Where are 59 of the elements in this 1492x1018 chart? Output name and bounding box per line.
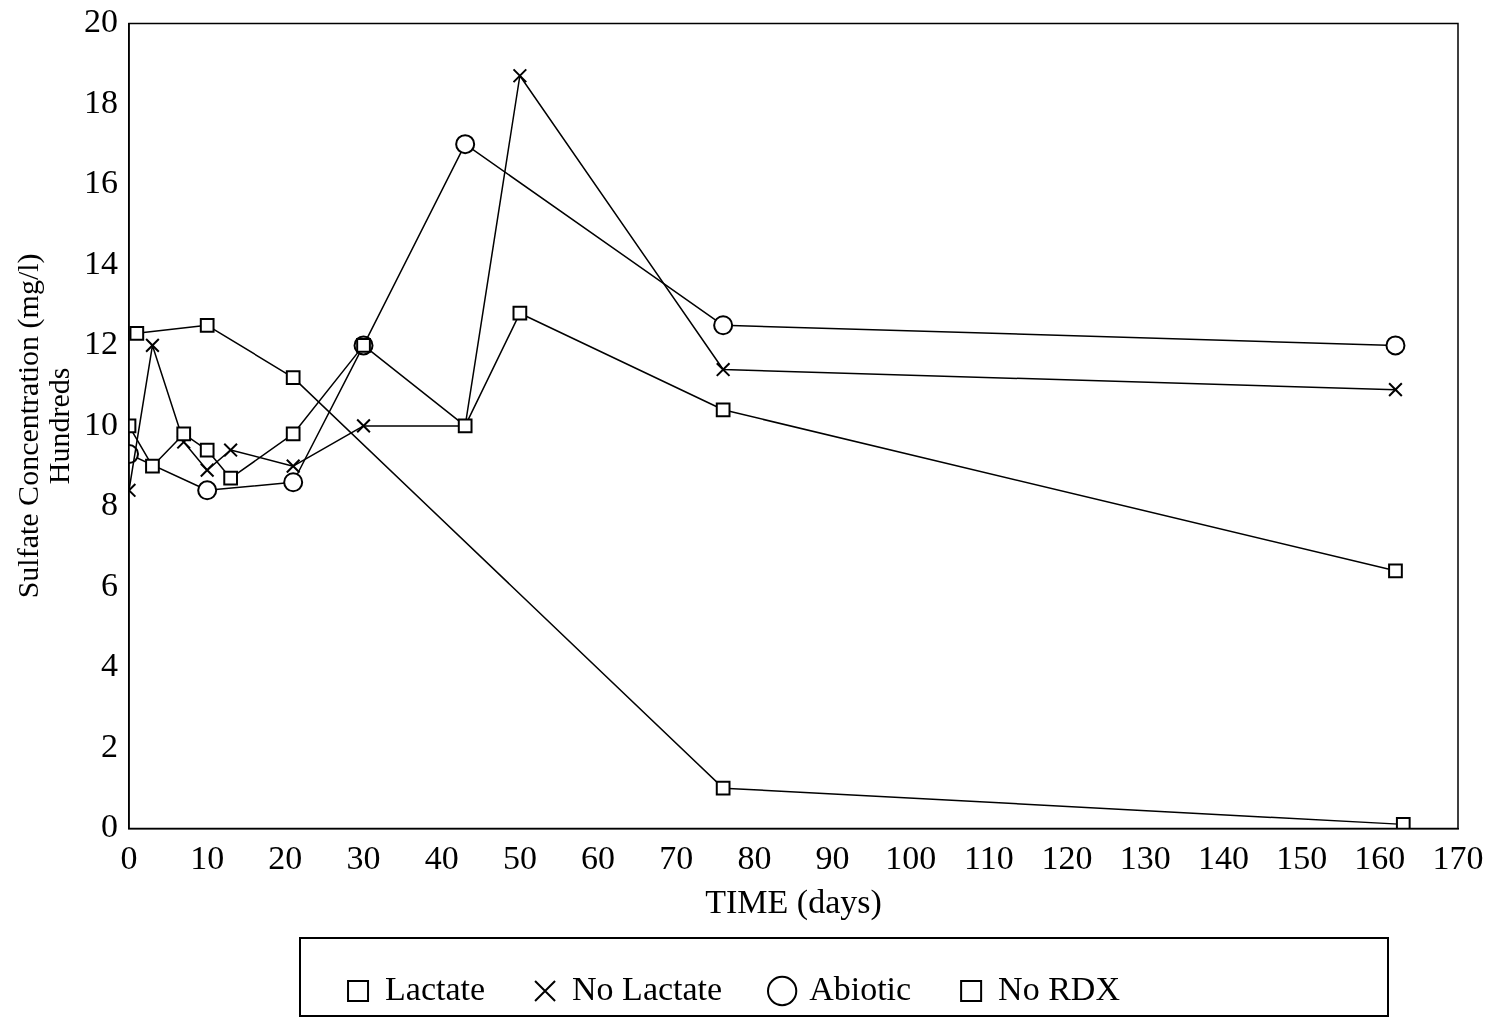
x-tick-label: 130 <box>1119 838 1171 876</box>
y-tick-label: 8 <box>101 485 118 523</box>
point <box>223 442 238 458</box>
point <box>145 338 160 353</box>
x-tick-label: 30 <box>346 838 381 876</box>
x-axis-title: TIME (days) <box>705 882 882 921</box>
point <box>176 426 192 442</box>
x-tick-label: 150 <box>1276 838 1328 876</box>
x-tick-label: 20 <box>268 838 303 876</box>
x-tick-label: 80 <box>737 838 772 876</box>
point <box>199 462 215 478</box>
point <box>455 134 476 155</box>
y-tick-label: 6 <box>101 565 118 603</box>
point <box>1388 382 1403 398</box>
x-tick-label: 160 <box>1354 838 1406 876</box>
legend-label: No Lactate <box>572 969 723 1007</box>
y-tick-label: 14 <box>84 243 118 281</box>
point <box>1388 563 1403 579</box>
x-tick-label: 120 <box>1041 838 1093 876</box>
point <box>285 370 301 385</box>
legend-label: Lactate <box>385 969 486 1007</box>
point <box>715 362 731 377</box>
point <box>223 470 238 486</box>
point <box>512 68 528 84</box>
x-tick-label: 100 <box>885 838 937 876</box>
legend-label: No RDX <box>998 969 1120 1007</box>
legend-label: Abiotic <box>809 969 912 1007</box>
point <box>356 418 371 434</box>
x-tick-label: 140 <box>1197 838 1249 876</box>
point <box>713 315 734 336</box>
point <box>283 472 304 493</box>
point <box>715 402 731 418</box>
y-tick-label: 16 <box>84 163 118 201</box>
y-tick-label: 2 <box>101 726 118 764</box>
x-tick-label: 40 <box>424 838 459 876</box>
x-tick-label: 10 <box>190 838 225 876</box>
point <box>715 780 731 796</box>
y-tick-label: 10 <box>84 404 118 442</box>
point <box>145 458 160 474</box>
point <box>285 426 301 442</box>
y-tick-label: 4 <box>101 646 118 684</box>
point <box>199 317 215 333</box>
x-tick-label: 60 <box>581 838 616 876</box>
x-tick-label: 170 <box>1432 838 1484 876</box>
point <box>199 442 215 458</box>
point <box>285 458 301 474</box>
y-tick-label: 18 <box>84 82 118 120</box>
x-tick-label: 90 <box>815 838 850 876</box>
x-tick-label: 70 <box>659 838 694 876</box>
y-tick-label: 0 <box>101 807 118 845</box>
y-tick-label: 12 <box>84 324 118 362</box>
x-tick-label: 110 <box>964 838 1014 876</box>
y-tick-label: 20 <box>84 2 118 40</box>
point <box>512 305 528 321</box>
x-tick-label: 50 <box>502 838 537 876</box>
point <box>197 480 218 501</box>
point <box>1385 335 1406 356</box>
point <box>129 325 145 341</box>
y-axis-title: Sulfate Concentration (mg/l) Hundreds <box>10 253 76 599</box>
